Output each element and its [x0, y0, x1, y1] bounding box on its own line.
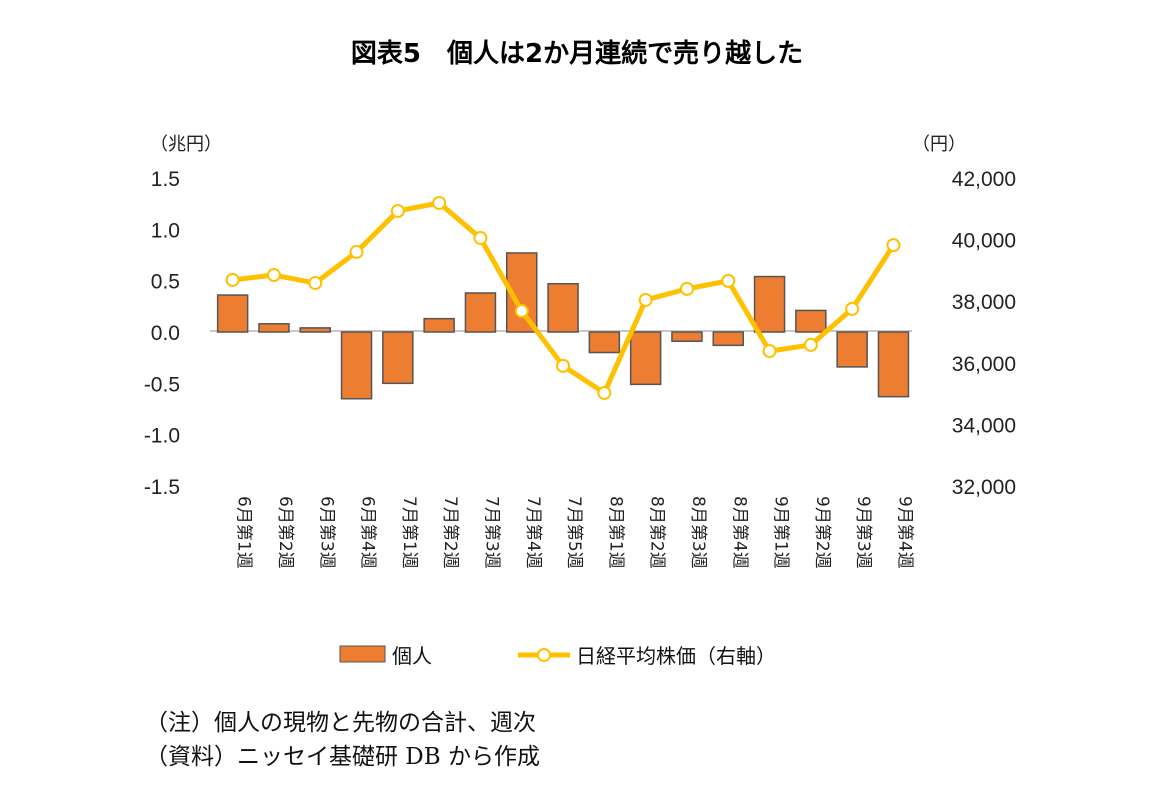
category-label: 8月第1週: [605, 496, 625, 569]
bar: [423, 317, 455, 333]
category-label: 8月第3週: [688, 496, 708, 569]
nikkei-point: [638, 292, 653, 307]
category-label: 9月第2週: [812, 496, 832, 569]
legend: 個人 日経平均株価（右軸）: [339, 644, 776, 668]
left-tick-label: 0.5: [151, 271, 180, 294]
bar: [258, 323, 290, 333]
right-tick-label: 38,000: [952, 291, 1016, 314]
right-axis-unit: （円）: [912, 134, 966, 155]
nikkei-point: [266, 268, 281, 283]
bar: [836, 331, 868, 368]
left-tick-label: -0.5: [144, 373, 180, 396]
nikkei-point: [514, 304, 529, 319]
bar: [795, 309, 827, 333]
left-tick-label: 1.5: [151, 168, 180, 191]
category-label: 7月第3週: [481, 496, 501, 569]
bar: [712, 331, 744, 347]
right-tick-label: 42,000: [952, 168, 1016, 191]
nikkei-point: [308, 276, 323, 291]
nikkei-point: [473, 231, 488, 246]
source: （資料）ニッセイ基礎研 DB から作成: [145, 744, 540, 770]
bar: [547, 282, 579, 333]
left-tick-label: 1.0: [151, 219, 180, 242]
nikkei-point: [762, 344, 777, 359]
bar: [753, 275, 786, 333]
bar: [629, 331, 662, 386]
nikkei-point: [597, 385, 612, 400]
left-tick-label: -1.0: [144, 425, 180, 448]
nikkei-point: [225, 272, 240, 287]
legend-bar-swatch: [339, 645, 386, 663]
nikkei-point: [390, 203, 405, 218]
bar: [216, 294, 249, 333]
category-label: 7月第1週: [399, 496, 419, 569]
category-label: 9月第1週: [771, 496, 791, 569]
nikkei-point: [803, 337, 818, 352]
nikkei-point: [679, 281, 694, 296]
bar: [382, 331, 414, 385]
bar: [588, 331, 621, 354]
left-tick-label: 0.0: [151, 322, 180, 345]
right-tick-label: 36,000: [952, 353, 1016, 376]
chart-title: 図表5 個人は2か月連続で売り越した: [351, 38, 803, 69]
category-label: 8月第4週: [729, 496, 749, 569]
nikkei-point: [845, 301, 860, 316]
bar: [671, 331, 703, 342]
nikkei-point: [556, 358, 571, 373]
note: （注）個人の現物と先物の合計、週次: [145, 710, 536, 736]
legend-line-marker: [537, 648, 551, 662]
legend-label-individual: 個人: [392, 644, 432, 668]
category-label: 8月第2週: [647, 496, 667, 569]
bar: [506, 252, 538, 333]
right-tick-label: 40,000: [952, 230, 1016, 253]
nikkei-point: [721, 273, 736, 288]
category-label: 6月第4週: [358, 496, 378, 569]
bar: [340, 331, 373, 400]
category-label: 7月第4週: [523, 496, 543, 569]
category-label: 7月第5週: [564, 496, 584, 569]
left-tick-label: -1.5: [144, 476, 180, 499]
right-tick-label: 32,000: [952, 476, 1016, 499]
left-axis-unit: （兆円）: [150, 134, 222, 155]
category-label: 6月第1週: [234, 496, 254, 569]
nikkei-point: [349, 244, 364, 259]
bar: [299, 327, 331, 333]
category-label: 9月第3週: [853, 496, 873, 569]
category-label: 6月第3週: [316, 496, 336, 569]
bar: [877, 331, 910, 398]
category-label: 6月第2週: [275, 496, 295, 569]
legend-label-nikkei: 日経平均株価（右軸）: [576, 644, 776, 668]
category-label: 7月第2週: [440, 496, 460, 569]
nikkei-point: [886, 238, 901, 253]
bar: [464, 292, 497, 333]
category-label: 9月第4週: [894, 496, 914, 569]
nikkei-point: [432, 195, 447, 210]
right-tick-label: 34,000: [952, 414, 1016, 437]
